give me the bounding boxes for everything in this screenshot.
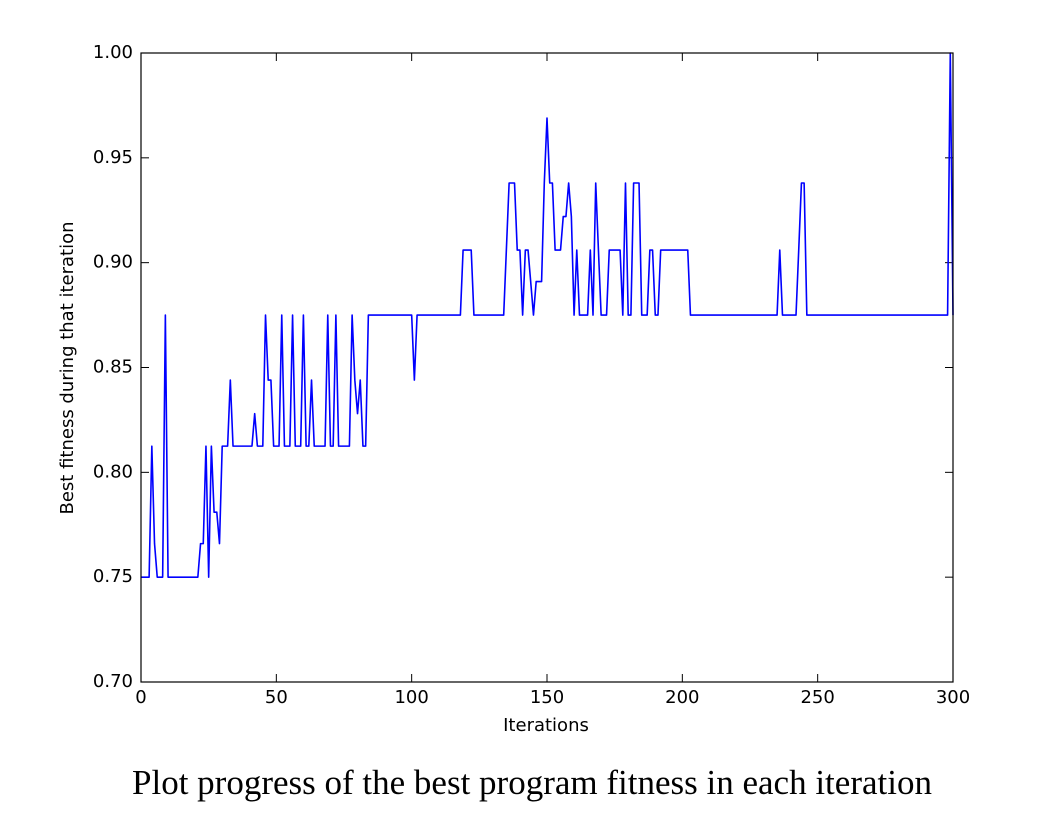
y-tick-label: 0.90 (93, 252, 133, 273)
x-tick-label: 250 (800, 687, 834, 708)
x-tick-label: 50 (265, 687, 288, 708)
x-tick-label: 150 (530, 687, 564, 708)
x-tick-label: 200 (665, 687, 699, 708)
y-tick-label: 0.85 (93, 357, 133, 378)
x-axis-label: Iterations (503, 715, 589, 736)
y-tick-label: 1.00 (93, 42, 133, 63)
x-tick-label: 100 (394, 687, 428, 708)
y-tick-label: 0.70 (93, 671, 133, 692)
y-tick-label: 0.75 (93, 566, 133, 587)
y-tick-label: 0.95 (93, 147, 133, 168)
y-axis-label: Best fitness during that iteration (57, 221, 78, 514)
y-tick-label: 0.80 (93, 461, 133, 482)
caption: Plot progress of the best program fitnes… (132, 763, 932, 802)
x-tick-label: 0 (135, 687, 146, 708)
x-tick-label: 300 (936, 687, 970, 708)
line (141, 52, 954, 578)
plot-frame (140, 52, 954, 683)
